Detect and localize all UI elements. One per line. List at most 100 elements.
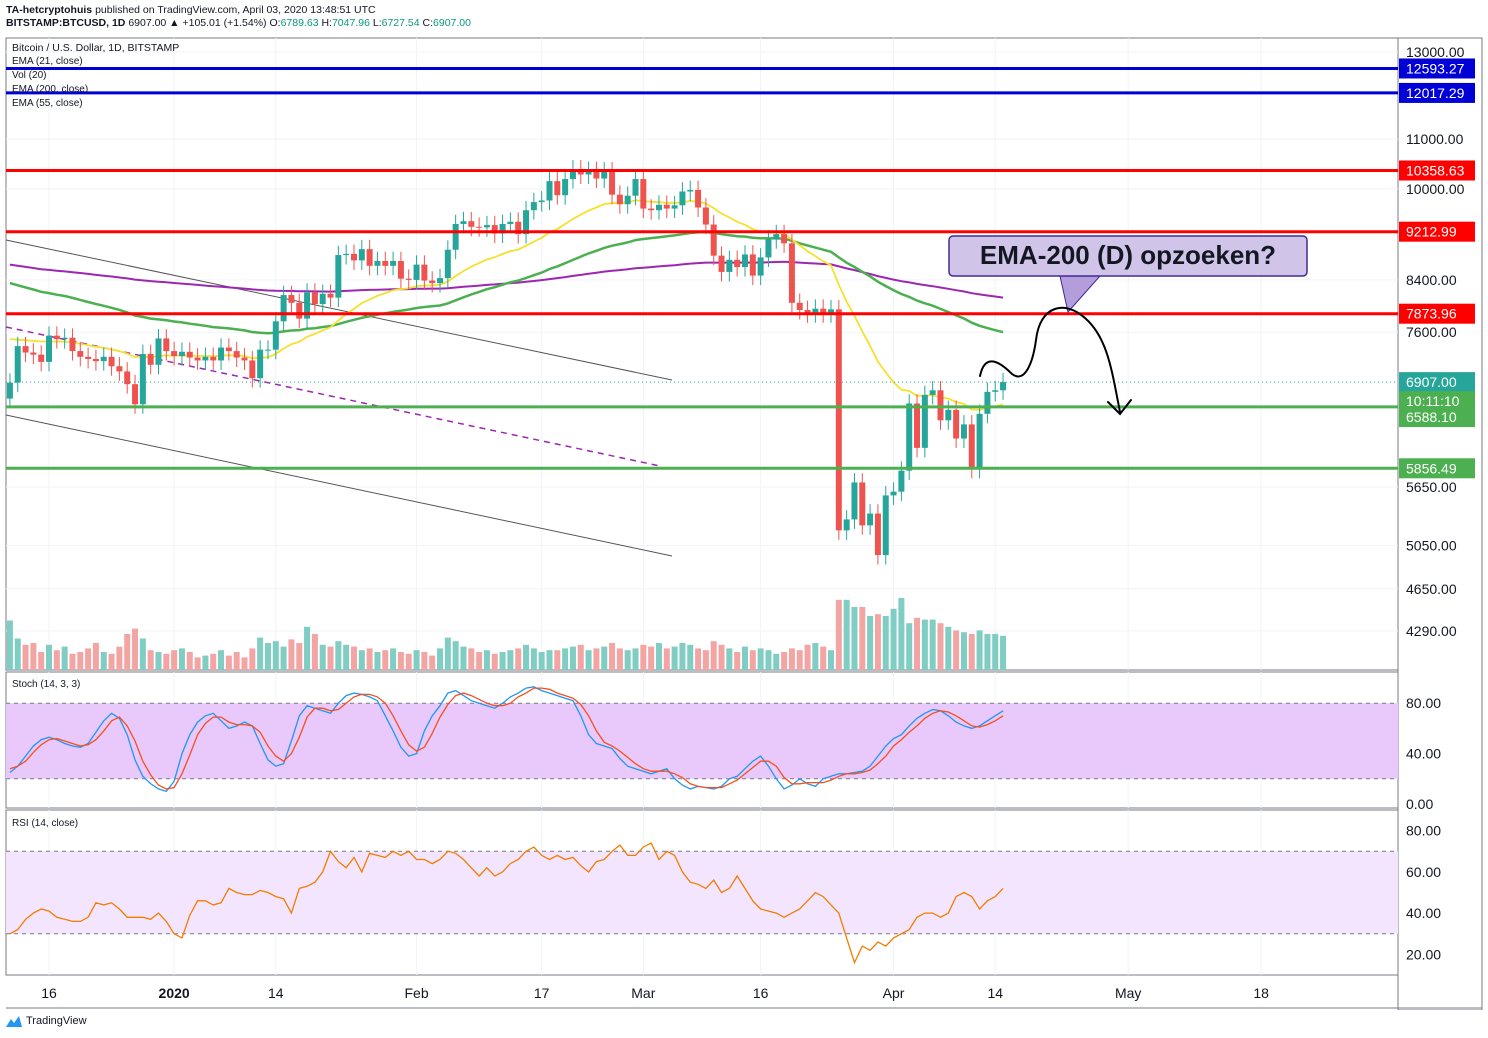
volume-bar xyxy=(546,650,553,670)
volume-bar xyxy=(233,652,240,670)
candle xyxy=(397,251,404,289)
candle xyxy=(241,348,248,370)
candle-body xyxy=(640,179,647,209)
candle-body xyxy=(296,302,303,319)
candle-body xyxy=(984,391,991,414)
legend-ema55[interactable]: EMA (55, close) xyxy=(12,98,83,109)
candle xyxy=(202,347,209,370)
candle-body xyxy=(914,403,921,448)
candle-body xyxy=(781,234,788,244)
candle xyxy=(820,299,827,323)
volume-bar xyxy=(382,650,389,670)
candle-body xyxy=(202,356,209,361)
candle xyxy=(249,351,256,388)
price-tick-label: 4290.00 xyxy=(1406,623,1457,639)
candle-body xyxy=(859,482,866,526)
candle xyxy=(22,336,29,363)
candle xyxy=(655,195,662,220)
annotation-box xyxy=(948,235,1308,277)
candle xyxy=(6,373,13,409)
candle xyxy=(687,180,694,201)
publisher-name[interactable]: TA-hetcryptohuis xyxy=(6,4,93,16)
volume-bar xyxy=(483,650,490,670)
candle xyxy=(788,234,795,313)
time-tick-label: 16 xyxy=(41,985,57,1001)
volume-bar xyxy=(960,632,967,670)
candle xyxy=(882,486,889,565)
stoch-tick-label: 80.00 xyxy=(1406,695,1441,711)
stoch-legend[interactable]: Stoch (14, 3, 3) xyxy=(12,679,81,690)
candle xyxy=(327,284,334,308)
price-tag xyxy=(1399,82,1475,103)
legend-volume[interactable]: Vol (20) xyxy=(12,70,47,81)
price-tag-text: 10:11:10 xyxy=(1406,393,1460,409)
price-chart[interactable]: 13000.00 11000.00 10000.00 8400.00 7600.00 56… xyxy=(0,0,1488,1010)
volume-bar xyxy=(397,652,404,670)
candle xyxy=(593,161,600,189)
candle-body xyxy=(108,356,115,367)
volume-bar xyxy=(804,644,811,670)
volume-bar xyxy=(609,643,616,670)
candle xyxy=(671,196,678,219)
candle-body xyxy=(421,264,428,281)
price-tick-label: 13000.00 xyxy=(1406,44,1465,60)
volume-bar xyxy=(390,648,397,670)
candle-body xyxy=(523,210,530,235)
legend-ema200[interactable]: EMA (200, close) xyxy=(12,84,89,95)
volume-bar xyxy=(554,650,561,670)
trendline-lower xyxy=(5,414,673,557)
candle-body xyxy=(437,278,444,284)
candle xyxy=(554,171,561,205)
volume-bar xyxy=(828,650,835,670)
close-change: 6907.00 ▲ +105.01 (+1.54%) xyxy=(128,17,267,29)
rsi-legend[interactable]: RSI (14, close) xyxy=(12,818,79,829)
candle xyxy=(773,224,780,249)
volume-bar xyxy=(30,643,37,670)
candle-body xyxy=(788,243,795,303)
volume-bar xyxy=(163,653,170,670)
candle xyxy=(648,199,655,220)
candle-body xyxy=(921,394,928,448)
volume-bar xyxy=(6,620,13,670)
legend-ema21[interactable]: EMA (21, close) xyxy=(12,56,83,67)
candle xyxy=(757,248,764,286)
candle xyxy=(781,224,788,253)
candle xyxy=(444,240,451,288)
candle-body xyxy=(233,351,240,358)
candle xyxy=(69,328,76,361)
symbol-ohlc-line: BITSTAMP:BTCUSD, 1D 6907.00 ▲ +105.01 (+… xyxy=(6,17,471,29)
candle xyxy=(976,404,983,479)
volume-bar xyxy=(225,655,232,670)
volume-bar xyxy=(593,648,600,670)
candle xyxy=(108,347,115,376)
candle xyxy=(163,329,170,361)
candle-body xyxy=(671,205,678,209)
volume-bar xyxy=(444,637,451,670)
candle xyxy=(523,200,530,244)
stoch-d-line xyxy=(9,687,1004,790)
volume-bar xyxy=(92,643,99,670)
volume-bar xyxy=(171,650,178,670)
candle xyxy=(30,343,37,365)
volume-bar xyxy=(937,623,944,670)
projection-drawing xyxy=(979,306,1132,416)
volume-bar xyxy=(663,648,670,670)
time-tick-label: May xyxy=(1115,985,1141,1001)
candle xyxy=(538,191,545,212)
annotation-text: EMA-200 (D) opzoeken? xyxy=(980,240,1276,270)
candle xyxy=(38,345,45,372)
volume-bar xyxy=(569,646,576,670)
candle xyxy=(413,255,420,290)
candle-body xyxy=(53,335,60,340)
volume-bar xyxy=(616,648,623,670)
stoch-tick-label: 40.00 xyxy=(1406,746,1441,762)
rsi-tick-label: 40.00 xyxy=(1406,905,1441,921)
candle-body xyxy=(30,352,37,355)
volume-bar xyxy=(147,650,154,670)
tradingview-branding[interactable]: TradingView xyxy=(6,1015,87,1027)
candle-body xyxy=(585,170,592,175)
candle xyxy=(178,342,185,366)
candle-body xyxy=(1000,382,1007,391)
chart-title: Bitcoin / U.S. Dollar, 1D, BITSTAMP xyxy=(12,42,180,54)
volume-bar xyxy=(124,634,131,670)
